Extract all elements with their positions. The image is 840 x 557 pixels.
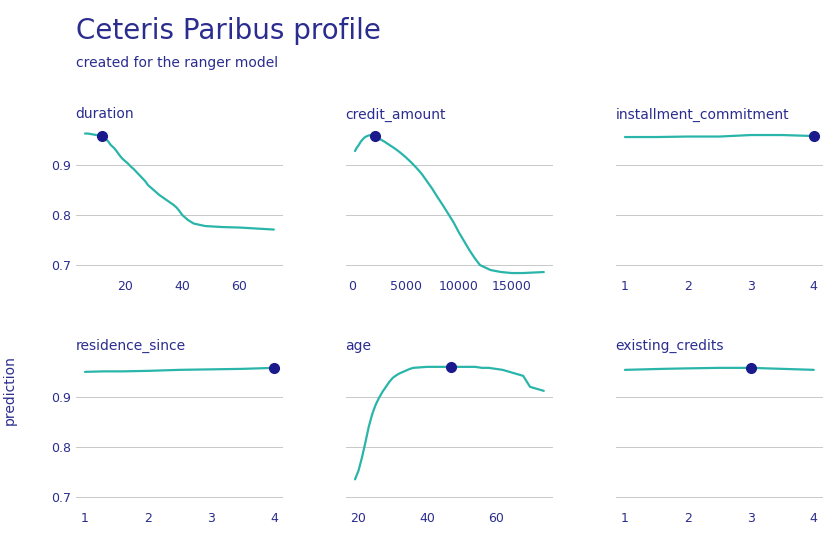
Text: residence_since: residence_since: [76, 339, 186, 353]
Text: age: age: [345, 339, 371, 353]
Text: Ceteris Paribus profile: Ceteris Paribus profile: [76, 17, 381, 45]
Text: installment_commitment: installment_commitment: [616, 108, 789, 121]
Text: duration: duration: [76, 108, 134, 121]
Text: created for the ranger model: created for the ranger model: [76, 56, 278, 70]
Text: prediction: prediction: [3, 355, 17, 425]
Text: credit_amount: credit_amount: [345, 108, 446, 121]
Text: existing_credits: existing_credits: [616, 339, 724, 353]
